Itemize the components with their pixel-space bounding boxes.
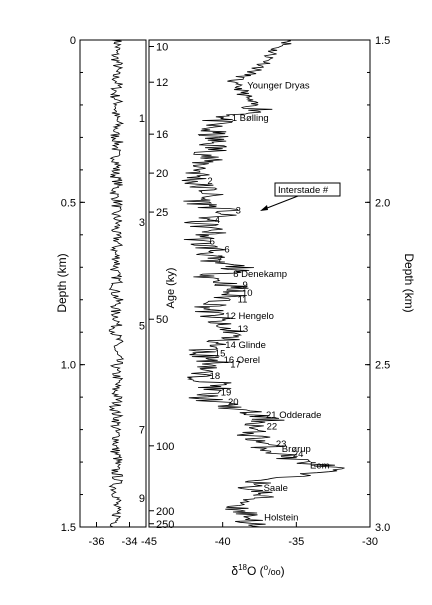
age-tick-label: 25: [156, 207, 168, 219]
annotation-label: 4: [215, 215, 220, 226]
annotation-label: Holstein: [264, 512, 298, 523]
right-y-axis-label: Depth (km): [402, 253, 416, 312]
right-x-tick-label: -45: [141, 536, 157, 548]
right-x-tick-label: -35: [288, 536, 304, 548]
interstade-callout-box: [274, 182, 341, 197]
annotation-label: 1 Bølling: [232, 113, 269, 124]
annotation-label: 2: [207, 176, 212, 187]
age-tick-label: 16: [156, 129, 168, 141]
left-trace-layer: [108, 39, 125, 528]
left-y-tick-label: 1.0: [61, 360, 76, 372]
annotation-label: 7: [218, 254, 223, 265]
annotation-label: 5: [210, 236, 215, 247]
annotation-label: 11: [238, 295, 248, 306]
right-x-tick-label: -40: [215, 536, 231, 548]
age-tick-label: 100: [156, 441, 174, 453]
annotation-label: 24: [293, 449, 304, 460]
interstade-arrowhead: [260, 205, 268, 211]
right-trace-layer: [181, 39, 345, 528]
annotation-label: 13: [238, 324, 249, 335]
age-tick-label: 12: [156, 77, 168, 89]
annotation-label: 20: [228, 397, 239, 408]
annotation-label: 17: [230, 360, 241, 371]
annotation-label: 19: [221, 387, 232, 398]
annotation-label: 23: [276, 439, 287, 450]
annotation-label: 14 Glinde: [225, 340, 266, 351]
right-series-line: [181, 39, 345, 528]
annotation-label: 8 Denekamp: [233, 269, 287, 280]
annotation-label: 12 Hengelo: [225, 311, 274, 322]
age-tick-label: 50: [156, 314, 168, 326]
age-tick-label: 200: [156, 506, 174, 518]
annotation-label: 16 Oerel: [224, 355, 260, 366]
right-y-tick-label: 3.0: [375, 522, 390, 534]
annotation-label: 3: [236, 205, 241, 216]
age-odd-tick-label: 1: [139, 113, 145, 125]
right-y-tick-label: 1.5: [375, 35, 390, 47]
left-x-tick-label: -34: [122, 536, 138, 548]
annotation-label: Brørup: [282, 444, 311, 455]
annotation-label: Saale: [264, 483, 288, 494]
left-y-axis-label: Depth (km): [55, 253, 69, 312]
left-y-tick-label: 0: [70, 35, 76, 47]
left-y-tick-label: 0.5: [61, 197, 76, 209]
interstade-callout-text: Interstade #: [278, 185, 329, 196]
age-odd-tick-label: 3: [139, 217, 145, 229]
tick-layer: 0 0.5 1.0 1.5 -36 -34 1.5 2.0 2.5 3.0 -45 -40 -35 -30…: [61, 35, 391, 548]
age-tick-label: 20: [156, 168, 168, 180]
age-odd-tick-label: 7: [139, 425, 145, 437]
x-axis-label: δ18O (o/oo): [231, 563, 284, 578]
left-x-tick-label: -36: [89, 536, 105, 548]
right-y-tick-label: 2.0: [375, 197, 390, 209]
annotation-label: 6: [224, 244, 229, 255]
age-tick-label: 250: [156, 519, 174, 531]
age-odd-tick-label: 5: [139, 321, 145, 333]
right-x-tick-label: -30: [362, 536, 378, 548]
age-axis-label: Age (ky): [165, 268, 177, 309]
left-y-tick-label: 1.5: [61, 522, 76, 534]
age-odd-tick-label: 9: [139, 493, 145, 505]
left-series-line: [108, 39, 125, 528]
annotation-label: 15: [215, 348, 226, 359]
right-y-tick-label: 2.5: [375, 360, 390, 372]
age-tick-label: 10: [156, 41, 168, 53]
annotation-label: 22: [267, 421, 278, 432]
annotation-label: Eem: [310, 460, 330, 471]
annotation-label: 18: [210, 371, 221, 382]
annotation-label: 21 Odderade: [266, 410, 321, 421]
interstade-callout-arrow: [261, 195, 299, 211]
annotation-label: Younger Dryas: [247, 81, 310, 92]
annotation-label: 10: [242, 288, 253, 299]
annotation-label: 9: [243, 280, 248, 291]
